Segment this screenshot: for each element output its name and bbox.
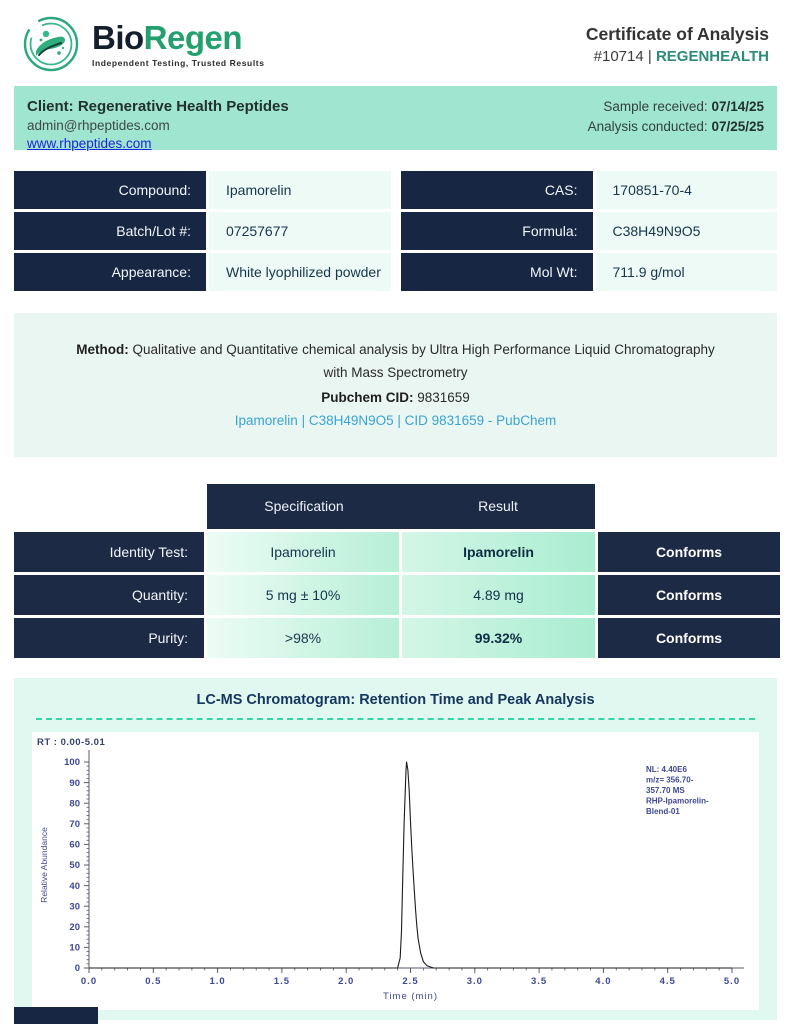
pubchem-cid: Pubchem CID: 9831659: [321, 389, 470, 405]
dashed-divider: [36, 717, 755, 720]
certificate-header: Certificate of Analysis #10714 | REGENHE…: [586, 24, 769, 65]
molwt-value: 711.9 g/mol: [595, 253, 777, 291]
svg-text:20: 20: [69, 922, 80, 933]
certificate-number: #10714 | REGENHEALTH: [593, 47, 769, 65]
svg-text:0: 0: [75, 963, 80, 974]
svg-text:100: 100: [64, 757, 80, 768]
quantity-result: 4.89 mg: [402, 574, 595, 615]
client-website-link[interactable]: www.rhpeptides.com: [27, 136, 152, 152]
purity-result: 99.32%: [402, 617, 595, 658]
method-text: Method: Qualitative and Quantitative che…: [76, 342, 715, 380]
svg-text:2.0: 2.0: [338, 976, 354, 987]
sample-received-date: 07/14/25: [711, 99, 764, 114]
molwt-label: Mol Wt:: [400, 253, 593, 291]
compound-table-right: CAS: 170851-70-4 Formula: C38H49N9O5 Mol…: [400, 171, 777, 291]
pubchem-link[interactable]: Ipamorelin | C38H49N9O5 | CID 9831659 - …: [234, 412, 557, 428]
formula-label: Formula:: [400, 212, 593, 250]
svg-text:1.0: 1.0: [209, 976, 225, 987]
chromatogram-section: LC-MS Chromatogram: Retention Time and P…: [14, 677, 777, 1020]
svg-text:0.0: 0.0: [81, 976, 97, 987]
svg-text:1.5: 1.5: [274, 976, 290, 987]
footer-partial-cell: [14, 1007, 98, 1024]
client-info-bar: Client: Regenerative Health Peptides adm…: [14, 86, 777, 152]
spec-table-header: Specification Result: [207, 483, 595, 529]
certificate-title: Certificate of Analysis: [585, 23, 769, 44]
purity-label: Purity:: [14, 617, 204, 658]
svg-text:80: 80: [69, 798, 80, 809]
svg-text:Blend-01: Blend-01: [646, 807, 680, 816]
identity-test-result: Ipamorelin: [402, 531, 595, 572]
svg-text:Time (min): Time (min): [383, 991, 438, 1002]
header: BioRegen Independent Testing, Trusted Re…: [0, 0, 791, 86]
batch-value: 07257677: [209, 212, 391, 250]
logo: BioRegen Independent Testing, Trusted Re…: [22, 15, 265, 73]
svg-text:2.5: 2.5: [402, 976, 418, 987]
method-section: Method: Qualitative and Quantitative che…: [14, 313, 777, 457]
svg-text:70: 70: [69, 819, 80, 830]
svg-text:3.0: 3.0: [467, 976, 483, 987]
svg-text:40: 40: [69, 881, 80, 892]
svg-text:50: 50: [69, 860, 80, 871]
brand-name: REGENHEALTH: [655, 47, 769, 65]
spec-header-spacer: [598, 484, 780, 529]
svg-text:10: 10: [69, 942, 80, 953]
svg-text:4.5: 4.5: [660, 976, 676, 987]
spec-result-table: Specification Result Identity Test: Ipam…: [14, 483, 780, 658]
svg-text:RT : 0.00-5.01: RT : 0.00-5.01: [37, 737, 105, 748]
appearance-label: Appearance:: [14, 253, 206, 291]
svg-text:m/z= 356.70-: m/z= 356.70-: [646, 775, 694, 784]
svg-text:4.0: 4.0: [595, 976, 611, 987]
analysis-conducted-date: 07/25/25: [711, 119, 764, 135]
logo-tagline: Independent Testing, Trusted Results: [92, 57, 265, 68]
bioregen-logo-icon: [22, 15, 80, 73]
analysis-dates: Sample received: 07/14/25 Analysis condu…: [587, 99, 764, 135]
svg-text:357.70 MS: 357.70 MS: [646, 786, 685, 795]
compound-label: Compound:: [14, 171, 206, 209]
identity-test-spec: Ipamorelin: [207, 531, 399, 572]
chromatogram-title: LC-MS Chromatogram: Retention Time and P…: [196, 691, 595, 708]
quantity-spec: 5 mg ± 10%: [207, 574, 399, 615]
svg-text:30: 30: [69, 901, 80, 912]
svg-text:0.5: 0.5: [145, 976, 161, 987]
result-column-header: Result: [478, 498, 518, 515]
cas-value: 170851-70-4: [595, 171, 777, 209]
svg-text:NL: 4.40E6: NL: 4.40E6: [646, 765, 687, 774]
svg-text:3.5: 3.5: [531, 976, 547, 987]
identity-test-label: Identity Test:: [14, 531, 204, 572]
cas-label: CAS:: [400, 171, 593, 209]
chromatogram-plot: 0 10 20 30 40 50 60 70 80 90 100 0.0 0.5 1.0 1.5 2.0 2.5…: [32, 731, 759, 1010]
batch-label: Batch/Lot #:: [14, 212, 206, 250]
specification-column-header: Specification: [264, 498, 344, 515]
logo-wordmark: BioRegen: [92, 18, 243, 56]
purity-status: Conforms: [598, 617, 780, 658]
svg-text:RHP-Ipamorelin-: RHP-Ipamorelin-: [646, 796, 709, 805]
svg-text:5.0: 5.0: [724, 976, 740, 987]
compound-details: Compound: Ipamorelin Batch/Lot #: 072576…: [14, 171, 777, 291]
compound-table-left: Compound: Ipamorelin Batch/Lot #: 072576…: [14, 171, 391, 291]
client-email: admin@rhpeptides.com: [27, 118, 170, 134]
svg-text:90: 90: [69, 778, 80, 789]
svg-text:Relative Abundance: Relative Abundance: [39, 827, 49, 903]
spec-header-spacer: [14, 484, 204, 529]
appearance-value: White lyophilized powder: [209, 253, 391, 291]
purity-spec: >98%: [207, 617, 399, 658]
svg-text:60: 60: [69, 839, 80, 850]
identity-test-status: Conforms: [598, 531, 780, 572]
quantity-label: Quantity:: [14, 574, 204, 615]
quantity-status: Conforms: [598, 574, 780, 615]
formula-value: C38H49N9O5: [595, 212, 777, 250]
chromatogram-svg: 0 10 20 30 40 50 60 70 80 90 100 0.0 0.5 1.0 1.5 2.0 2.5…: [37, 737, 744, 1002]
compound-value: Ipamorelin: [209, 171, 391, 209]
client-name: Client: Regenerative Health Peptides: [27, 98, 289, 115]
